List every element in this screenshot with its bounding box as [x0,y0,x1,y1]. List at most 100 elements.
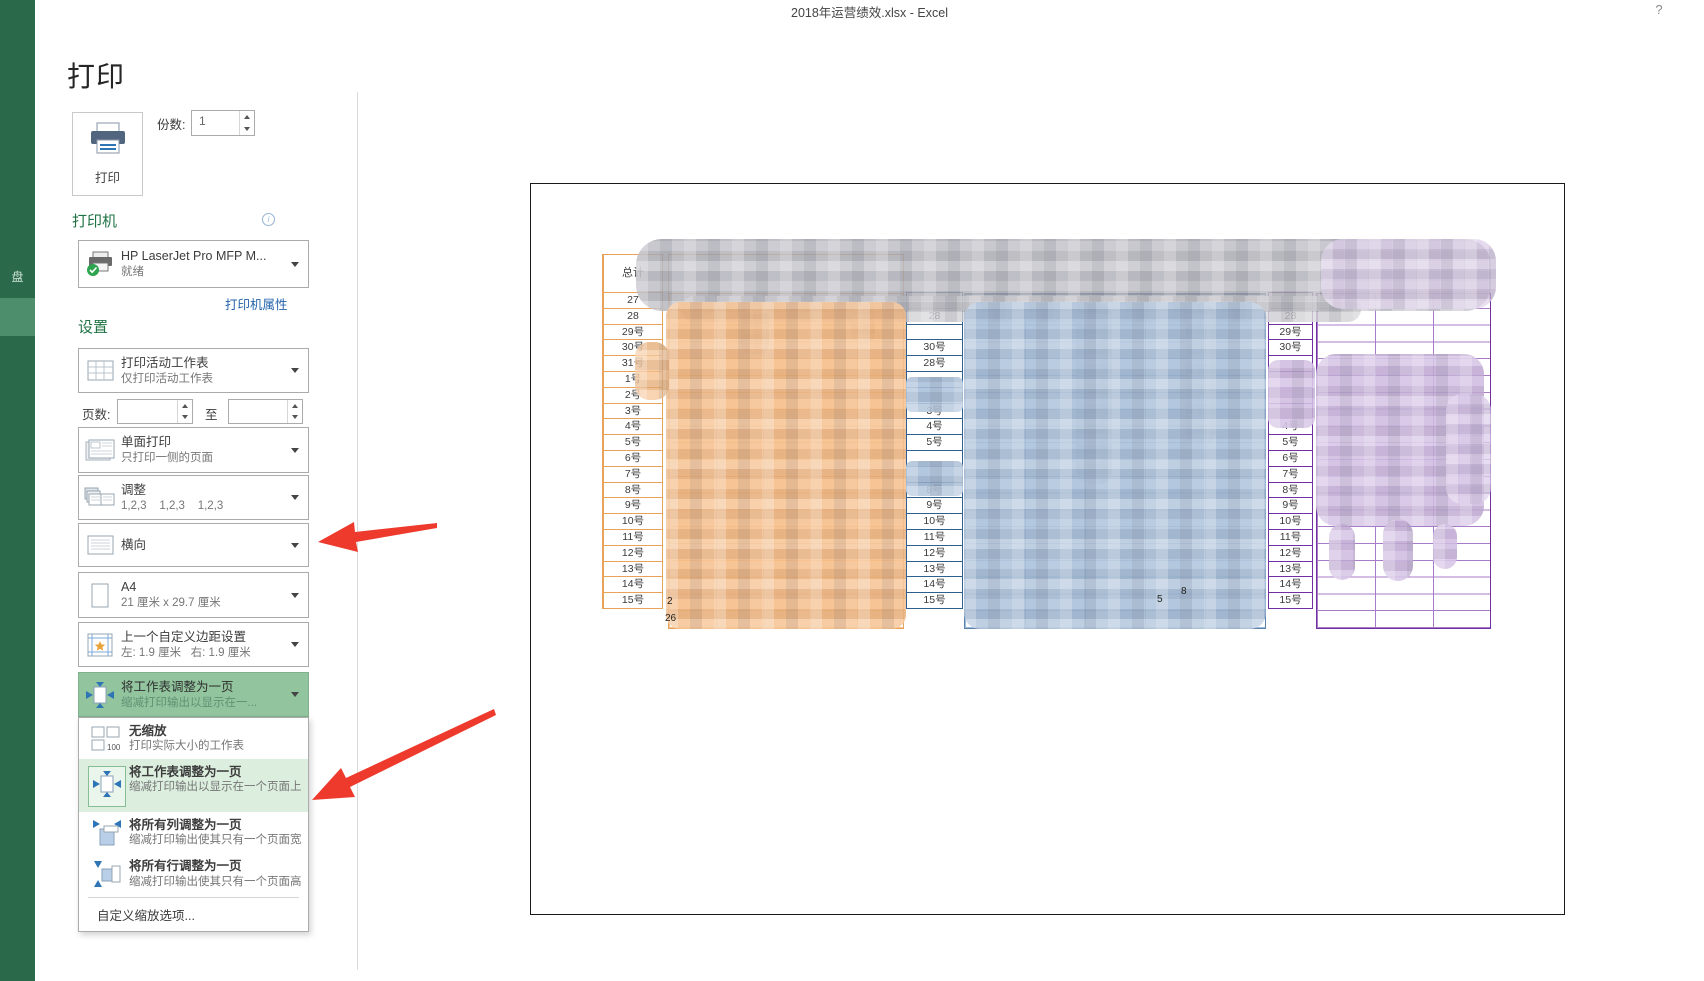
menu-item-fit-columns[interactable]: 将所有列调整为一页 缩减打印输出使其只有一个页面宽 [79,812,308,853]
menu-item-no-scaling[interactable]: 100 无缩放 打印实际大小的工作表 [79,718,308,759]
sheet-grid-icon [79,360,121,381]
duplex-selector[interactable]: 单面打印 只打印一侧的页面 [78,427,309,473]
printer-properties-link[interactable]: 打印机属性 [225,298,288,312]
menu-item-subtitle: 缩减打印输出使其只有一个页面宽 [129,834,302,847]
printer-ready-icon [79,251,121,277]
row-label-cell [906,323,963,341]
pages-from-stepper[interactable] [117,399,193,424]
combo-subtitle: 21 厘米 x 29.7 厘米 [121,597,221,610]
printer-big-icon [88,122,128,161]
copies-spin-buttons[interactable] [239,111,254,135]
combo-title: 将工作表调整为一页 [121,679,234,694]
row-label-cell: 15号 [1268,592,1313,609]
censor-purple-tongue [1433,524,1457,569]
row-label-cell: 11号 [1268,528,1313,546]
row-label-cell: 3号 [602,402,663,420]
nav-rail-partial-label[interactable]: 盘 [11,270,24,284]
pages-to-spin-buttons[interactable] [287,400,302,423]
row-label-cell: 7号 [602,465,663,483]
fit-columns-icon [85,817,129,847]
left-row-labels: 27 28 29号 30号 31号 1号 2号 3号 4号 5号 6号 7号 8号 9号 10号 11号 12号… [602,292,663,609]
help-icon[interactable]: ? [1655,2,1663,17]
censor-purple-patch [1268,360,1315,428]
copies-value[interactable]: 1 [199,114,206,128]
row-label-cell: 30号 [1268,339,1313,357]
combo-title: 上一个自定义边距设置 [121,629,247,644]
pages-from-spin-buttons[interactable] [177,400,192,423]
middle-row-labels: 2830号28号3号4号5号8号9号10号11号12号13号14号15号 [906,292,963,609]
pages-to-up-icon[interactable] [288,400,302,412]
combo-title: 单面打印 [121,435,172,450]
row-label-cell: 14号 [602,576,663,594]
row-label-cell: 13号 [1268,560,1313,578]
printer-name: HP LaserJet Pro MFP M... [121,249,267,264]
panel-divider [357,92,358,970]
censor-purple-extension [1446,394,1491,504]
chevron-down-icon [291,447,299,453]
pages-to-down-icon[interactable] [288,412,302,424]
one-sided-page-icon [79,439,121,461]
row-label-cell: 12号 [906,544,963,562]
menu-item-fit-sheet[interactable]: 将工作表调整为一页 缩减打印输出以显示在一个页面上 [79,759,308,813]
censor-purple-band [1321,239,1496,309]
censor-blue-patch [906,461,963,496]
row-label-cell: 10号 [906,513,963,530]
row-label-cell: 10号 [602,513,663,530]
printer-status: 就绪 [121,266,144,279]
copies-up-icon[interactable] [240,111,254,123]
combo-title: 调整 [121,482,147,497]
combo-subtitle: 仅打印活动工作表 [121,372,213,385]
row-label-cell: 7号 [1268,465,1313,483]
info-icon[interactable]: i [262,213,275,226]
pages-from-up-icon[interactable] [178,400,192,412]
printer-selector[interactable]: HP LaserJet Pro MFP M... 就绪 [78,240,309,288]
pages-to-value[interactable] [229,400,287,423]
pages-from-value[interactable] [118,400,177,423]
copies-down-icon[interactable] [240,123,254,135]
censor-blue-patch [906,377,963,412]
combo-subtitle: 1,2,3 1,2,3 1,2,3 [121,499,224,512]
row-label-cell: 29号 [602,323,663,341]
row-label-cell: 30号 [906,339,963,357]
copies-stepper[interactable]: 1 [191,110,255,136]
row-label-cell: 29号 [1268,323,1313,341]
menu-item-fit-rows[interactable]: 将所有行调整为一页 缩减打印输出使其只有一个页面高 [79,853,308,894]
row-label-cell: 11号 [906,528,963,546]
scaling-selector[interactable]: 将工作表调整为一页 缩减打印输出以显示在一... [78,672,309,717]
combo-subtitle: 缩减打印输出以显示在一... [121,696,258,709]
print-what-selector[interactable]: 打印活动工作表 仅打印活动工作表 [78,348,309,393]
combo-title: 打印活动工作表 [121,355,209,370]
paper-size-selector[interactable]: A4 21 厘米 x 29.7 厘米 [78,572,309,618]
row-label-cell: 5号 [1268,434,1313,451]
nav-rail-selected-highlight[interactable] [0,298,35,336]
combo-subtitle: 只打印一侧的页面 [121,452,213,465]
menu-item-title: 将所有列调整为一页 [129,818,242,833]
pages-to-stepper[interactable] [228,399,303,424]
row-label-cell: 4号 [906,418,963,436]
row-label-cell: 12号 [1268,544,1313,562]
chevron-down-icon [291,692,299,697]
backstage-nav-rail[interactable]: 盘 [0,0,35,981]
combo-title: 横向 [121,537,147,552]
collation-selector[interactable]: 调整 1,2,3 1,2,3 1,2,3 [78,475,309,520]
red-arrow-fit-sheet [312,709,496,800]
row-label-cell: 15号 [906,592,963,609]
row-label-cell: 9号 [602,497,663,515]
censor-purple-tongue [1329,524,1355,580]
combo-subtitle: 左: 1.9 厘米 右: 1.9 厘米 [121,646,251,659]
pages-from-down-icon[interactable] [178,412,192,424]
row-label-cell: 6号 [1268,449,1313,467]
chevron-down-icon [291,642,299,647]
fit-rows-icon [85,858,129,888]
stray-value: 26 [665,613,677,624]
row-label-cell: 14号 [1268,576,1313,594]
print-button[interactable]: 打印 [72,112,143,196]
chevron-down-icon [291,542,299,548]
censor-blue-blob [964,302,1266,629]
menu-item-custom-scaling[interactable]: 自定义缩放选项... [97,908,195,923]
pages-label: 页数: [82,408,111,422]
row-label-cell: 28 [602,307,663,325]
margins-selector[interactable]: 上一个自定义边距设置 左: 1.9 厘米 右: 1.9 厘米 [78,622,309,667]
orientation-selector[interactable]: 横向 [78,523,309,567]
